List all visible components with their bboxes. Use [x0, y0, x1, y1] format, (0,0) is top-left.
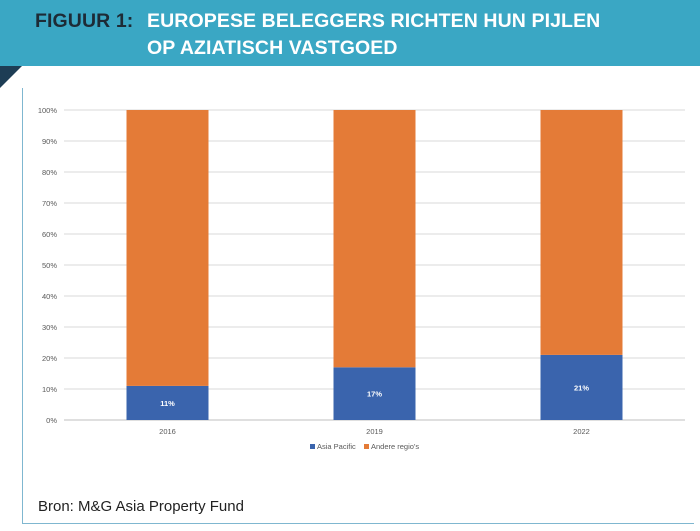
title-banner	[0, 0, 700, 66]
y-tick-label: 20%	[42, 354, 57, 363]
bar-segment-asia-pacific	[540, 354, 623, 420]
y-tick-label: 80%	[42, 168, 57, 177]
y-tick-label: 10%	[42, 385, 57, 394]
y-tick-label: 100%	[38, 106, 58, 115]
y-tick-label: 50%	[42, 261, 57, 270]
y-tick-label: 70%	[42, 199, 57, 208]
chart-title-line-1: EUROPESE BELEGGERS RICHTEN HUN PIJLEN	[147, 10, 601, 32]
source-note: Bron: M&G Asia Property Fund	[38, 498, 244, 515]
y-tick-label: 40%	[42, 292, 57, 301]
bar-segment-asia-pacific	[333, 367, 416, 420]
y-tick-label: 60%	[42, 230, 57, 239]
x-tick-label: 2016	[159, 427, 176, 436]
bar-segment-andere-regios	[333, 110, 416, 368]
legend-swatch	[310, 444, 315, 449]
y-tick-label: 30%	[42, 323, 57, 332]
bar-segment-andere-regios	[126, 110, 209, 386]
figure-label: FIGUUR 1:	[35, 10, 134, 32]
data-label: 11%	[160, 399, 175, 408]
x-tick-label: 2022	[573, 427, 590, 436]
legend-label: Andere regio's	[371, 442, 419, 451]
banner-fold	[0, 66, 22, 88]
chart-frame	[22, 88, 694, 524]
data-label: 21%	[574, 383, 589, 392]
legend-swatch	[364, 444, 369, 449]
data-label: 17%	[367, 390, 382, 399]
y-tick-label: 90%	[42, 137, 57, 146]
chart-title-line-2: OP AZIATISCH VASTGOED	[147, 37, 398, 59]
bar-segment-asia-pacific	[126, 385, 209, 420]
y-tick-label: 0%	[46, 416, 57, 425]
x-tick-label: 2019	[366, 427, 383, 436]
legend-label: Asia Pacific	[317, 442, 356, 451]
bar-segment-andere-regios	[540, 110, 623, 355]
